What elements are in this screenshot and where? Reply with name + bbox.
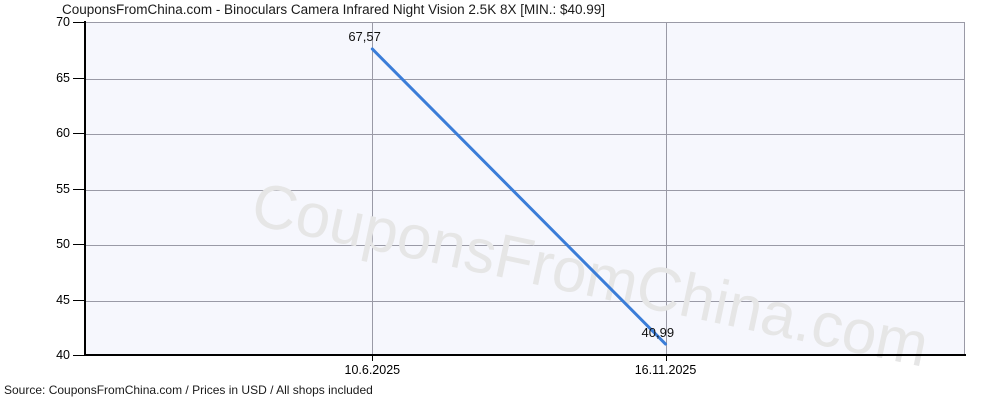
- gridline-horizontal: [85, 300, 965, 302]
- gridline-horizontal: [85, 134, 965, 135]
- y-axis-tick: [73, 188, 85, 190]
- x-axis-tick-label: 10.6.2025: [344, 363, 401, 377]
- y-axis-tick: [73, 244, 85, 245]
- y-axis-tick-label: 65: [56, 70, 70, 85]
- x-axis-tick-label: 16.11.2025: [634, 363, 697, 377]
- y-axis-tick-label: 45: [56, 292, 70, 307]
- x-axis-tick: [372, 355, 374, 361]
- y-axis-tick-label: 50: [56, 237, 70, 251]
- gridline-horizontal: [85, 78, 965, 80]
- y-axis-tick: [73, 22, 85, 23]
- price-line: [370, 47, 668, 346]
- y-axis-tick: [73, 355, 85, 356]
- x-axis-line: [84, 354, 966, 356]
- point-value-label: 40,99: [641, 325, 675, 340]
- y-axis-tick: [73, 77, 85, 79]
- gridline-horizontal: [85, 189, 965, 191]
- gridline-vertical: [372, 23, 374, 356]
- plot-area: CouponsFromChina.com: [85, 22, 965, 381]
- y-axis-tick-label: 40: [56, 348, 70, 362]
- point-value-label: 67,57: [348, 28, 381, 44]
- gridline-horizontal: [85, 245, 965, 246]
- chart-footer: Source: CouponsFromChina.com / Prices in…: [4, 383, 373, 397]
- x-axis-tick: [665, 355, 667, 361]
- y-axis-tick: [73, 299, 85, 301]
- y-axis-tick-label: 55: [56, 181, 70, 196]
- gridline-vertical: [665, 23, 667, 356]
- y-axis-tick-label: 70: [56, 15, 70, 29]
- y-axis-tick: [73, 133, 85, 134]
- chart-title: CouponsFromChina.com - Binoculars Camera…: [62, 2, 605, 17]
- y-axis-tick-label: 60: [56, 126, 70, 140]
- y-axis-line: [84, 21, 86, 356]
